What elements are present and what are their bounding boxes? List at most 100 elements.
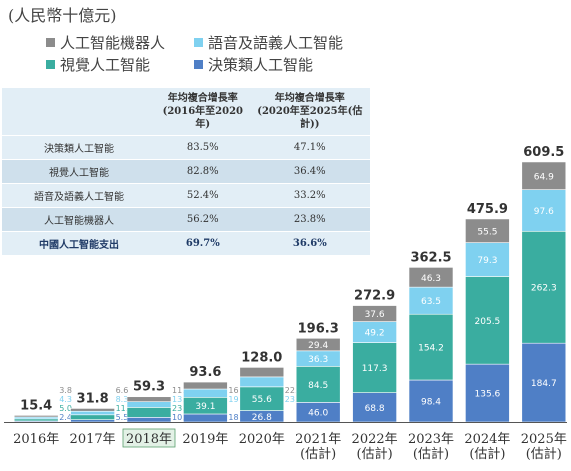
bar-segment-speech bbox=[465, 242, 510, 277]
cagr-row-name: 視覺人工智能 bbox=[2, 159, 156, 184]
cagr-value-2020-2025: 47.1% bbox=[249, 135, 370, 160]
legend-label: 語音及語義人工智能 bbox=[208, 34, 344, 52]
cagr-row-name: 中國人工智能支出 bbox=[2, 231, 156, 255]
x-tick-label: 2019年 bbox=[182, 432, 228, 447]
legend-item-vision: 視覺人工智能 bbox=[46, 54, 150, 75]
bar-value-label-small: 5.5 bbox=[116, 413, 129, 422]
legend-label: 視覺人工智能 bbox=[60, 56, 151, 74]
cagr-row: 人工智能機器人 56.2% 23.8% bbox=[2, 207, 370, 232]
bar-total-label: 15.4 bbox=[20, 398, 52, 413]
x-tick-label: (估計) bbox=[413, 446, 449, 462]
x-tick-label: 2023年 bbox=[408, 432, 454, 447]
bar-value-label: 36.3 bbox=[308, 355, 328, 365]
bar-segment-vision bbox=[126, 407, 172, 418]
legend-swatch bbox=[46, 37, 55, 47]
bar-total-label: 475.9 bbox=[467, 202, 508, 217]
bar-value-label: 205.5 bbox=[475, 317, 501, 327]
legend-swatch bbox=[46, 59, 55, 69]
legend-item-decision: 決策類人工智能 bbox=[194, 54, 313, 75]
cagr-value-2016-2020: 52.4% bbox=[156, 183, 250, 208]
x-tick-label: 2025年 bbox=[521, 432, 567, 447]
bar-total-label: 609.5 bbox=[523, 145, 564, 160]
x-tick-label: (估計) bbox=[526, 446, 562, 462]
cagr-header-2020-2025: 年均複合增長率 (2020年至2025年(估計)) bbox=[257, 93, 363, 130]
bar-value-label: 68.8 bbox=[365, 404, 385, 414]
x-tick-label: 2020年 bbox=[239, 432, 285, 447]
bar-total-label: 272.9 bbox=[354, 289, 395, 304]
legend-swatch bbox=[194, 37, 203, 47]
bar-total-label: 362.5 bbox=[410, 250, 451, 265]
x-tick-label: (估計) bbox=[357, 446, 393, 462]
cagr-value-2020-2025: 23.8% bbox=[249, 207, 370, 232]
bar-segment-vision bbox=[295, 366, 341, 403]
cagr-row-name: 決策類人工智能 bbox=[2, 135, 156, 160]
bar-value-label: 26.8 bbox=[252, 413, 272, 423]
cagr-value-2020-2025: 33.2% bbox=[249, 183, 370, 208]
bar-segment-vision bbox=[408, 313, 454, 381]
bar-segment-robot bbox=[352, 305, 397, 322]
bar-value-label-small: 11.6 bbox=[172, 386, 190, 395]
legend-item-speech: 語音及語義人工智能 bbox=[194, 32, 343, 53]
cagr-value-2016-2020: 82.8% bbox=[156, 159, 250, 184]
bar-value-label: 46.0 bbox=[308, 409, 328, 419]
cagr-table: 年均複合增長率 (2016年至2020年) 年均複合增長率 (2020年至2025年… bbox=[2, 88, 370, 255]
x-tick-label: 2017年 bbox=[70, 432, 116, 447]
x-tick-label: 2024年 bbox=[464, 432, 510, 447]
legend-label: 人工智能機器人 bbox=[60, 34, 166, 52]
x-tick-label: 2022年 bbox=[352, 432, 398, 447]
bar-segment-speech bbox=[183, 388, 228, 398]
bar-segment-robot bbox=[239, 367, 285, 378]
x-tick-label: 2016年 bbox=[13, 432, 59, 447]
bar-value-label-small: 4.3 bbox=[59, 395, 72, 404]
bar-value-label-small: 6.6 bbox=[116, 386, 129, 395]
bar-segment-robot bbox=[13, 415, 59, 418]
cagr-row: 視覺人工智能 82.8% 36.4% bbox=[2, 159, 370, 184]
bar-value-label-small: 23.3 bbox=[285, 395, 303, 404]
bar-value-label: 46.3 bbox=[421, 274, 441, 284]
legend-label: 決策類人工智能 bbox=[208, 56, 314, 74]
bar-value-label: 117.3 bbox=[362, 364, 388, 374]
bar-segment-speech bbox=[521, 189, 567, 232]
bar-value-label-small: 3.8 bbox=[59, 386, 72, 395]
cagr-value-2020-2025: 36.6% bbox=[249, 231, 370, 255]
bar-segment-vision bbox=[521, 230, 567, 344]
bar-value-label: 39.1 bbox=[195, 402, 215, 412]
bar-value-label-small: 18.8 bbox=[228, 413, 246, 422]
bar-value-label: 184.7 bbox=[531, 379, 557, 389]
bar-segment-robot bbox=[183, 381, 228, 390]
bar-value-label-small: 10.9 bbox=[172, 413, 190, 422]
bar-value-label: 64.9 bbox=[534, 172, 554, 182]
bar-value-label-small: 22.3 bbox=[285, 386, 303, 395]
cagr-value-2016-2020: 56.2% bbox=[156, 207, 250, 232]
bar-segment-decision bbox=[352, 392, 397, 423]
cagr-value-2016-2020: 69.7% bbox=[156, 231, 250, 255]
bar-segment-speech bbox=[126, 401, 172, 408]
bar-total-label: 93.6 bbox=[189, 365, 221, 380]
bar-segment-speech bbox=[408, 286, 454, 315]
bar-segment-vision bbox=[352, 342, 397, 393]
legend-item-robot: 人工智能機器人 bbox=[46, 32, 165, 53]
bar-segment-robot bbox=[70, 408, 115, 412]
cagr-header-2016-2020: 年均複合增長率 (2016年至2020年) bbox=[162, 93, 243, 130]
bar-value-label-small: 2.4 bbox=[59, 413, 72, 422]
bar-value-label-small: 8.3 bbox=[116, 395, 129, 404]
bar-value-label: 135.6 bbox=[475, 390, 501, 400]
cagr-header-blank bbox=[2, 88, 156, 136]
bar-segment-robot bbox=[408, 267, 454, 288]
bar-segment-robot bbox=[295, 337, 341, 352]
bar-segment-decision bbox=[126, 417, 172, 423]
bar-total-label: 31.8 bbox=[77, 391, 109, 406]
bar-value-label-small: 5.0 bbox=[59, 404, 72, 413]
highlight-box bbox=[122, 428, 176, 448]
bar-value-label: 97.6 bbox=[534, 207, 554, 217]
bar-value-label: 262.3 bbox=[531, 284, 557, 294]
bar-value-label: 55.5 bbox=[477, 227, 497, 237]
bar-segment-decision bbox=[183, 413, 228, 423]
cagr-row-name: 語音及語義人工智能 bbox=[2, 183, 156, 208]
bar-total-label: 128.0 bbox=[241, 350, 282, 365]
cagr-row-total: 中國人工智能支出 69.7% 36.6% bbox=[2, 231, 370, 255]
bar-value-label: 49.2 bbox=[365, 329, 385, 339]
bar-value-label: 98.4 bbox=[421, 398, 441, 408]
bar-value-label: 29.4 bbox=[308, 341, 328, 351]
